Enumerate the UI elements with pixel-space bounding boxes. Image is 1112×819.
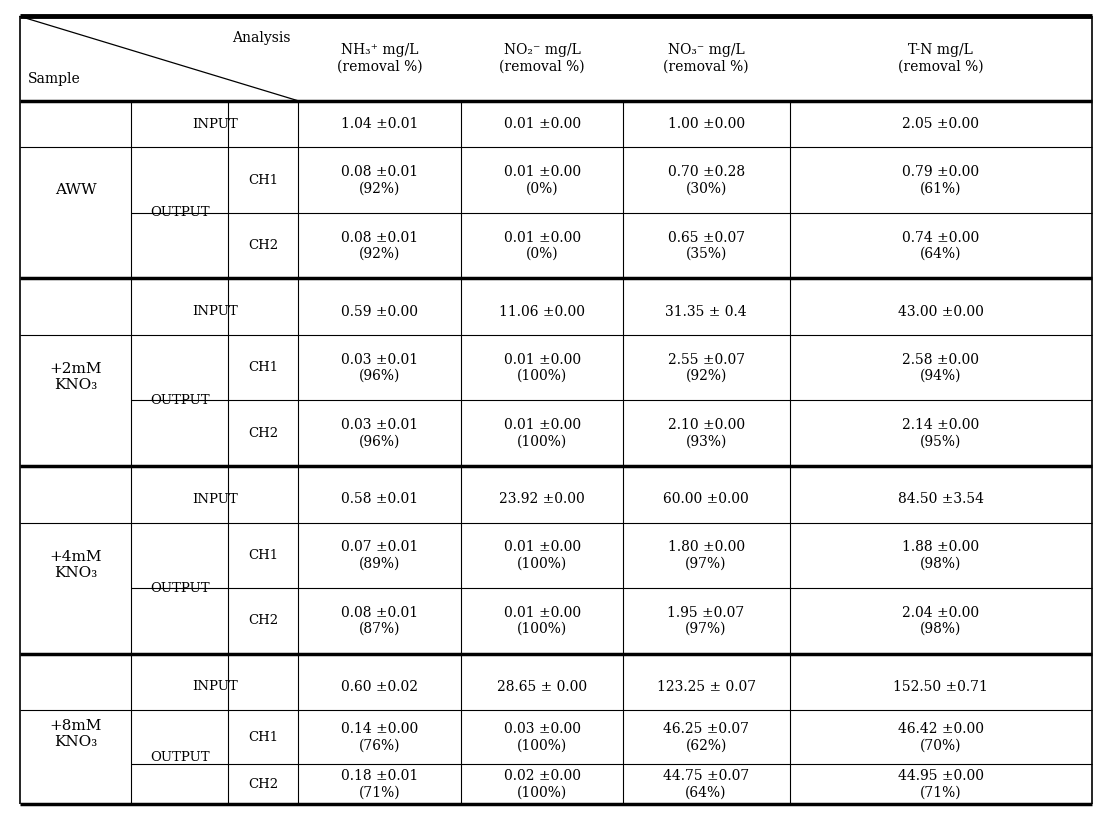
Text: 0.03 ±0.01
(96%): 0.03 ±0.01 (96%) (341, 353, 418, 382)
Text: CH2: CH2 (248, 778, 278, 790)
Text: 0.65 ±0.07
(35%): 0.65 ±0.07 (35%) (667, 231, 745, 260)
Text: 44.75 ±0.07
(64%): 44.75 ±0.07 (64%) (663, 769, 749, 799)
Text: 0.70 ±0.28
(30%): 0.70 ±0.28 (30%) (667, 165, 745, 195)
Text: 0.01 ±0.00: 0.01 ±0.00 (504, 117, 580, 131)
Text: Analysis: Analysis (231, 30, 290, 45)
Text: 60.00 ±0.00: 60.00 ±0.00 (663, 492, 749, 506)
Text: 0.01 ±0.00
(0%): 0.01 ±0.00 (0%) (504, 165, 580, 195)
Text: NO₃⁻ mg/L
(removal %): NO₃⁻ mg/L (removal %) (663, 43, 749, 74)
Text: 123.25 ± 0.07: 123.25 ± 0.07 (656, 680, 756, 694)
Text: 46.25 ±0.07
(62%): 46.25 ±0.07 (62%) (663, 722, 749, 752)
Text: CH1: CH1 (248, 174, 278, 187)
Text: INPUT: INPUT (191, 681, 238, 693)
Text: 0.08 ±0.01
(92%): 0.08 ±0.01 (92%) (341, 231, 418, 260)
Text: 2.14 ±0.00
(95%): 2.14 ±0.00 (95%) (902, 419, 980, 448)
Text: CH2: CH2 (248, 614, 278, 627)
Text: 2.55 ±0.07
(92%): 2.55 ±0.07 (92%) (667, 353, 745, 382)
Text: OUTPUT: OUTPUT (150, 751, 209, 763)
Text: 0.07 ±0.01
(89%): 0.07 ±0.01 (89%) (341, 541, 418, 570)
Text: CH1: CH1 (248, 361, 278, 374)
Text: INPUT: INPUT (191, 118, 238, 130)
Text: 2.58 ±0.00
(94%): 2.58 ±0.00 (94%) (902, 353, 980, 382)
Text: 0.79 ±0.00
(61%): 0.79 ±0.00 (61%) (902, 165, 980, 195)
Text: 0.60 ±0.02: 0.60 ±0.02 (341, 680, 418, 694)
Text: 46.42 ±0.00
(70%): 46.42 ±0.00 (70%) (897, 722, 984, 752)
Text: 0.01 ±0.00
(100%): 0.01 ±0.00 (100%) (504, 353, 580, 382)
Text: +4mM
KNO₃: +4mM KNO₃ (49, 550, 102, 580)
Text: 0.14 ±0.00
(76%): 0.14 ±0.00 (76%) (341, 722, 418, 752)
Text: NH₃⁺ mg/L
(removal %): NH₃⁺ mg/L (removal %) (337, 43, 423, 74)
Text: 2.10 ±0.00
(93%): 2.10 ±0.00 (93%) (667, 419, 745, 448)
Text: 44.95 ±0.00
(71%): 44.95 ±0.00 (71%) (897, 769, 984, 799)
Text: OUTPUT: OUTPUT (150, 581, 209, 595)
Text: CH2: CH2 (248, 427, 278, 440)
Text: 152.50 ±0.71: 152.50 ±0.71 (893, 680, 989, 694)
Text: OUTPUT: OUTPUT (150, 394, 209, 407)
Text: 0.08 ±0.01
(87%): 0.08 ±0.01 (87%) (341, 606, 418, 636)
Text: 0.02 ±0.00
(100%): 0.02 ±0.00 (100%) (504, 769, 580, 799)
Text: CH2: CH2 (248, 239, 278, 252)
Text: INPUT: INPUT (191, 305, 238, 318)
Text: 2.05 ±0.00: 2.05 ±0.00 (902, 117, 980, 131)
Text: 2.04 ±0.00
(98%): 2.04 ±0.00 (98%) (902, 606, 980, 636)
Text: NO₂⁻ mg/L
(removal %): NO₂⁻ mg/L (removal %) (499, 43, 585, 74)
Text: 0.01 ±0.00
(0%): 0.01 ±0.00 (0%) (504, 231, 580, 260)
Text: 0.74 ±0.00
(64%): 0.74 ±0.00 (64%) (902, 231, 980, 260)
Text: T-N mg/L
(removal %): T-N mg/L (removal %) (897, 43, 984, 74)
Text: INPUT: INPUT (191, 493, 238, 505)
Text: 1.95 ±0.07
(97%): 1.95 ±0.07 (97%) (667, 606, 745, 636)
Text: 0.01 ±0.00
(100%): 0.01 ±0.00 (100%) (504, 541, 580, 570)
Text: 0.58 ±0.01: 0.58 ±0.01 (341, 492, 418, 506)
Text: CH1: CH1 (248, 549, 278, 562)
Text: 0.59 ±0.00: 0.59 ±0.00 (341, 305, 418, 319)
Text: Sample: Sample (28, 72, 80, 87)
Text: AWW: AWW (54, 183, 97, 197)
Text: OUTPUT: OUTPUT (150, 206, 209, 219)
Text: 28.65 ± 0.00: 28.65 ± 0.00 (497, 680, 587, 694)
Text: 23.92 ±0.00: 23.92 ±0.00 (499, 492, 585, 506)
Text: 1.88 ±0.00
(98%): 1.88 ±0.00 (98%) (902, 541, 980, 570)
Text: 1.04 ±0.01: 1.04 ±0.01 (341, 117, 418, 131)
Text: 0.03 ±0.01
(96%): 0.03 ±0.01 (96%) (341, 419, 418, 448)
Text: 1.00 ±0.00: 1.00 ±0.00 (667, 117, 745, 131)
Text: 43.00 ±0.00: 43.00 ±0.00 (897, 305, 984, 319)
Text: 0.18 ±0.01
(71%): 0.18 ±0.01 (71%) (341, 769, 418, 799)
Text: 11.06 ±0.00: 11.06 ±0.00 (499, 305, 585, 319)
Text: 1.80 ±0.00
(97%): 1.80 ±0.00 (97%) (667, 541, 745, 570)
Text: 84.50 ±3.54: 84.50 ±3.54 (897, 492, 984, 506)
Text: +8mM
KNO₃: +8mM KNO₃ (49, 719, 102, 749)
Text: +2mM
KNO₃: +2mM KNO₃ (49, 362, 102, 392)
Text: CH1: CH1 (248, 731, 278, 744)
Text: 0.01 ±0.00
(100%): 0.01 ±0.00 (100%) (504, 606, 580, 636)
Text: 0.08 ±0.01
(92%): 0.08 ±0.01 (92%) (341, 165, 418, 195)
Text: 0.01 ±0.00
(100%): 0.01 ±0.00 (100%) (504, 419, 580, 448)
Text: 0.03 ±0.00
(100%): 0.03 ±0.00 (100%) (504, 722, 580, 752)
Text: 31.35 ± 0.4: 31.35 ± 0.4 (665, 305, 747, 319)
